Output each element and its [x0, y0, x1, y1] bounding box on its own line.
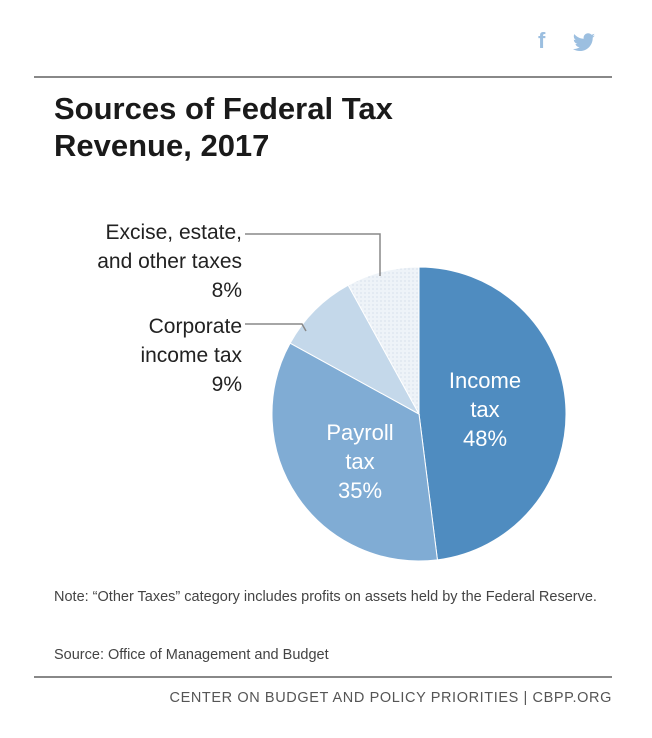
label-corporate-value: 9% [211, 373, 242, 396]
leader-line-excise [245, 233, 381, 276]
label-excise: Excise, estate, and other taxes 8% [97, 218, 242, 305]
leader-line-corporate [245, 323, 307, 332]
bottom-divider [34, 676, 612, 678]
note-text: Note: “Other Taxes” category includes pr… [54, 589, 597, 605]
footer-credit: CENTER ON BUDGET AND POLICY PRIORITIES |… [169, 690, 612, 706]
title-line-2: Revenue, 2017 [54, 128, 270, 163]
slice-value-label: 48% [463, 426, 507, 451]
pie-slice-income-tax [418, 266, 567, 561]
label-excise-line1: Excise, estate, [105, 221, 242, 244]
label-corporate-line2: income tax [140, 344, 242, 367]
pie-slice-payroll-tax [271, 342, 438, 562]
chart-title: Sources of Federal Tax Revenue, 2017 [54, 90, 393, 164]
top-divider [34, 76, 612, 78]
pie-slice-corporate-income-tax [289, 284, 421, 416]
pie-chart: Income tax 48% Payroll tax 35% [245, 233, 567, 562]
slice-name-label: Income [449, 368, 521, 393]
twitter-icon[interactable] [572, 33, 596, 53]
slice-name-label: tax [345, 449, 374, 474]
slice-name-label: tax [470, 397, 499, 422]
label-corporate: Corporate income tax 9% [140, 312, 242, 399]
label-excise-line2: and other taxes [97, 250, 242, 273]
slice-name-label: Payroll [326, 420, 393, 445]
slice-value-label: 35% [338, 478, 382, 503]
facebook-icon[interactable]: f [538, 28, 546, 53]
title-line-1: Sources of Federal Tax [54, 91, 393, 126]
pie-slice-excise-estate-and-other-taxes [347, 266, 420, 415]
label-corporate-line1: Corporate [148, 315, 242, 338]
label-excise-value: 8% [211, 279, 242, 302]
source-text: Source: Office of Management and Budget [54, 647, 329, 663]
